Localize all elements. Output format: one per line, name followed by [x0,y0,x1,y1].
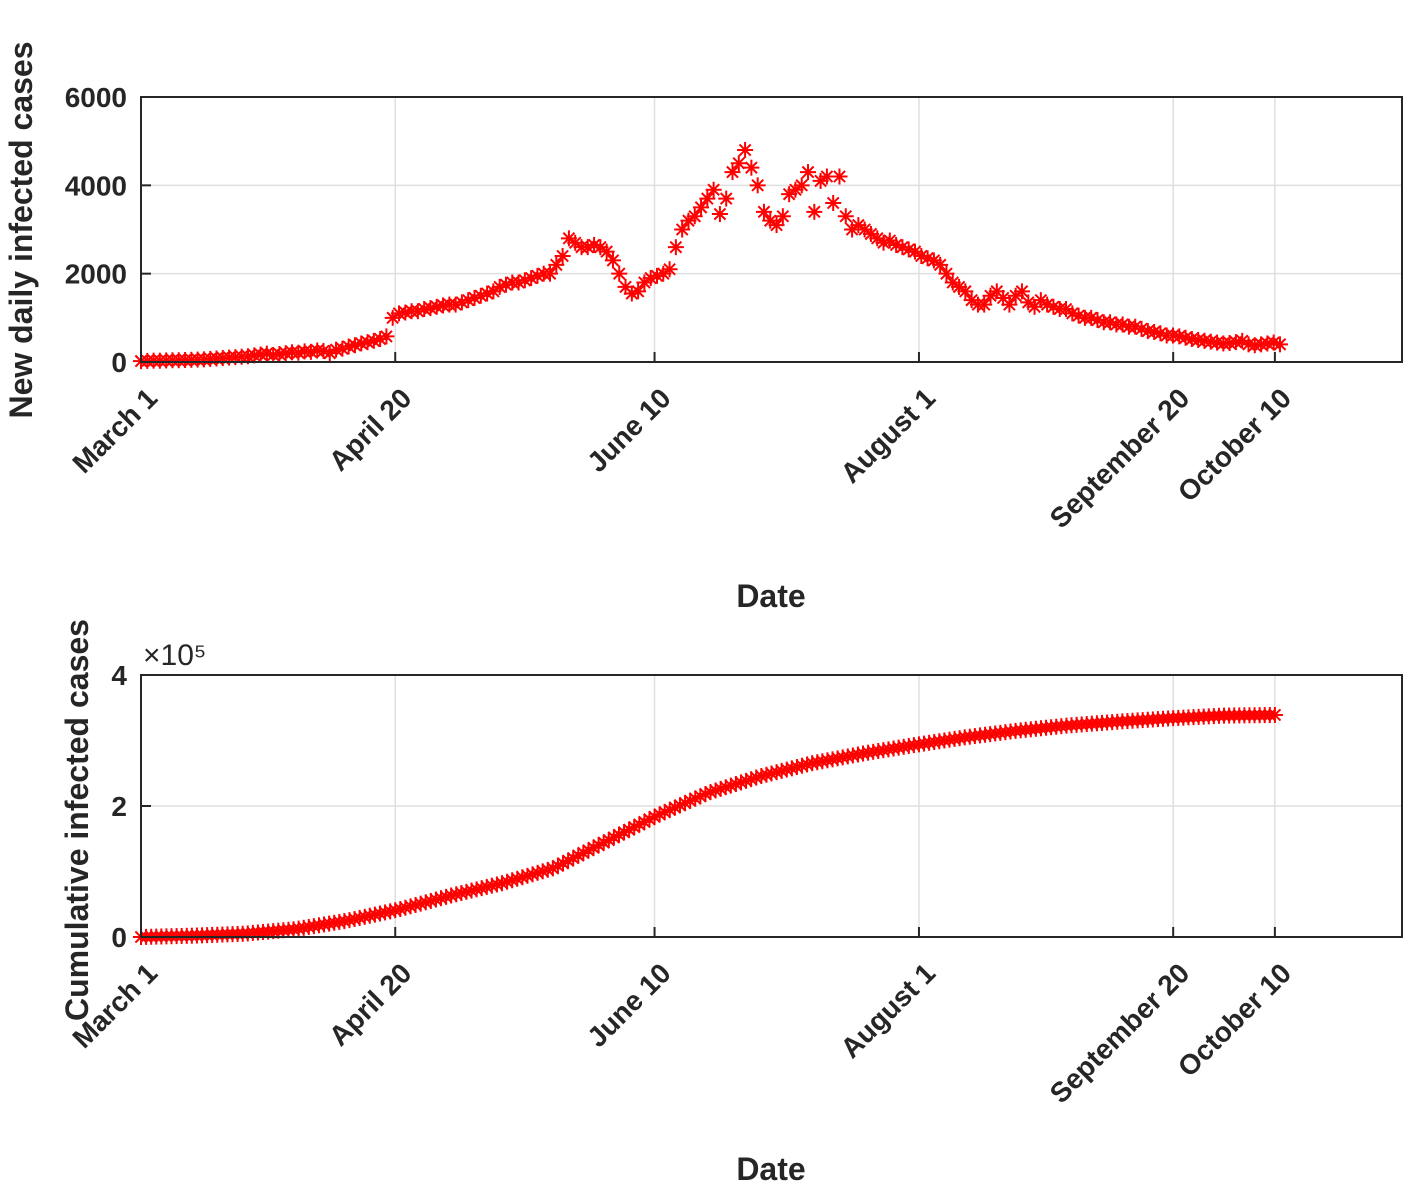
daily-y-tick-label: 6000 [65,82,127,113]
daily-data-point [768,217,785,234]
daily-data-point [724,164,741,181]
daily-data-point [661,261,678,278]
daily-x-tick-label: April 20 [323,382,418,477]
cumulative-y-exponent: ×10⁵ [143,639,206,672]
daily-data-point [699,190,716,207]
daily-data-point [1013,283,1030,300]
cumulative-y-tick-label: 4 [111,660,127,691]
daily-data-point [674,221,691,238]
daily-x-axis-label: Date [736,578,805,614]
daily-y-ticks: 0 2000 4000 6000 [65,82,151,378]
daily-data-point [686,208,703,225]
daily-x-tick-label: March 1 [66,382,163,479]
cumulative-x-tick-label: August 1 [835,957,942,1064]
cumulative-data-point [1266,706,1283,723]
daily-data-point [793,177,810,194]
daily-data-point [718,190,735,207]
daily-y-tick-label: 4000 [65,170,127,201]
daily-x-ticks: March 1 April 20 June 10 August 1 September … [66,352,1297,534]
daily-y-tick-label: 0 [111,347,127,378]
daily-data-point [749,177,766,194]
cumulative-data-point [544,860,561,877]
daily-data-point [611,265,628,282]
cumulative-y-tick-label: 2 [111,791,127,822]
daily-data-point [938,265,955,282]
daily-y-axis-label: New daily infected cases [3,41,39,418]
cumulative-series [133,706,1283,945]
daily-data-point [693,199,710,216]
daily-data-point [825,195,842,211]
daily-data-point [548,256,565,273]
daily-data-point [818,168,835,185]
daily-data-point [705,181,722,198]
daily-x-tick-label: June 10 [581,382,677,478]
cumulative-y-ticks: 0 2 4 [111,660,151,953]
daily-data-point [831,168,848,185]
daily-grid [141,97,1402,362]
cumulative-data-point [585,839,602,856]
daily-data-point [542,265,559,282]
daily-data-point [630,283,647,300]
cumulative-y-tick-label: 0 [111,922,127,953]
daily-data-point [737,142,754,158]
cumulative-cases-chart: 024 March 1 April 20 June 10 August 1 Septem… [59,619,1403,1187]
cumulative-x-ticks: March 1 April 20 June 10 August 1 September … [66,927,1297,1109]
daily-data-point [976,296,993,313]
daily-data-point [957,283,974,300]
daily-x-tick-label: September 20 [1044,382,1196,534]
cumulative-y-axis-label: Cumulative infected cases [59,619,95,1021]
daily-data-point [554,248,571,264]
cumulative-x-axis-label: Date [736,1151,805,1187]
daily-data-point [932,256,949,273]
daily-data-point [378,328,395,345]
daily-data-point [800,164,817,181]
cumulative-x-tick-label: June 10 [581,957,677,1053]
daily-data-point [711,206,728,223]
daily-data-point [806,203,823,220]
daily-data-point [667,239,684,256]
daily-data-point [774,208,791,225]
daily-y-tick-label: 2000 [65,259,127,290]
daily-data-point [604,252,621,269]
daily-data-point [1001,296,1018,313]
daily-data-point [598,243,615,260]
daily-data-point [755,203,772,220]
daily-cases-chart: 0 2000 4000 6000 March 1 April 20 June 10 Augu… [3,41,1403,614]
daily-data-point [1039,296,1056,313]
daily-data-point [359,334,376,351]
daily-data-point [730,155,747,172]
daily-series [133,142,1288,370]
daily-data-point [340,338,357,355]
daily-data-point [837,208,854,225]
cumulative-x-tick-label: September 20 [1044,957,1196,1109]
daily-data-point [1271,336,1288,353]
daily-data-point [743,159,760,176]
daily-x-tick-label: August 1 [835,382,942,489]
daily-plot-frame [140,96,1403,363]
cumulative-x-tick-label: April 20 [323,957,418,1052]
